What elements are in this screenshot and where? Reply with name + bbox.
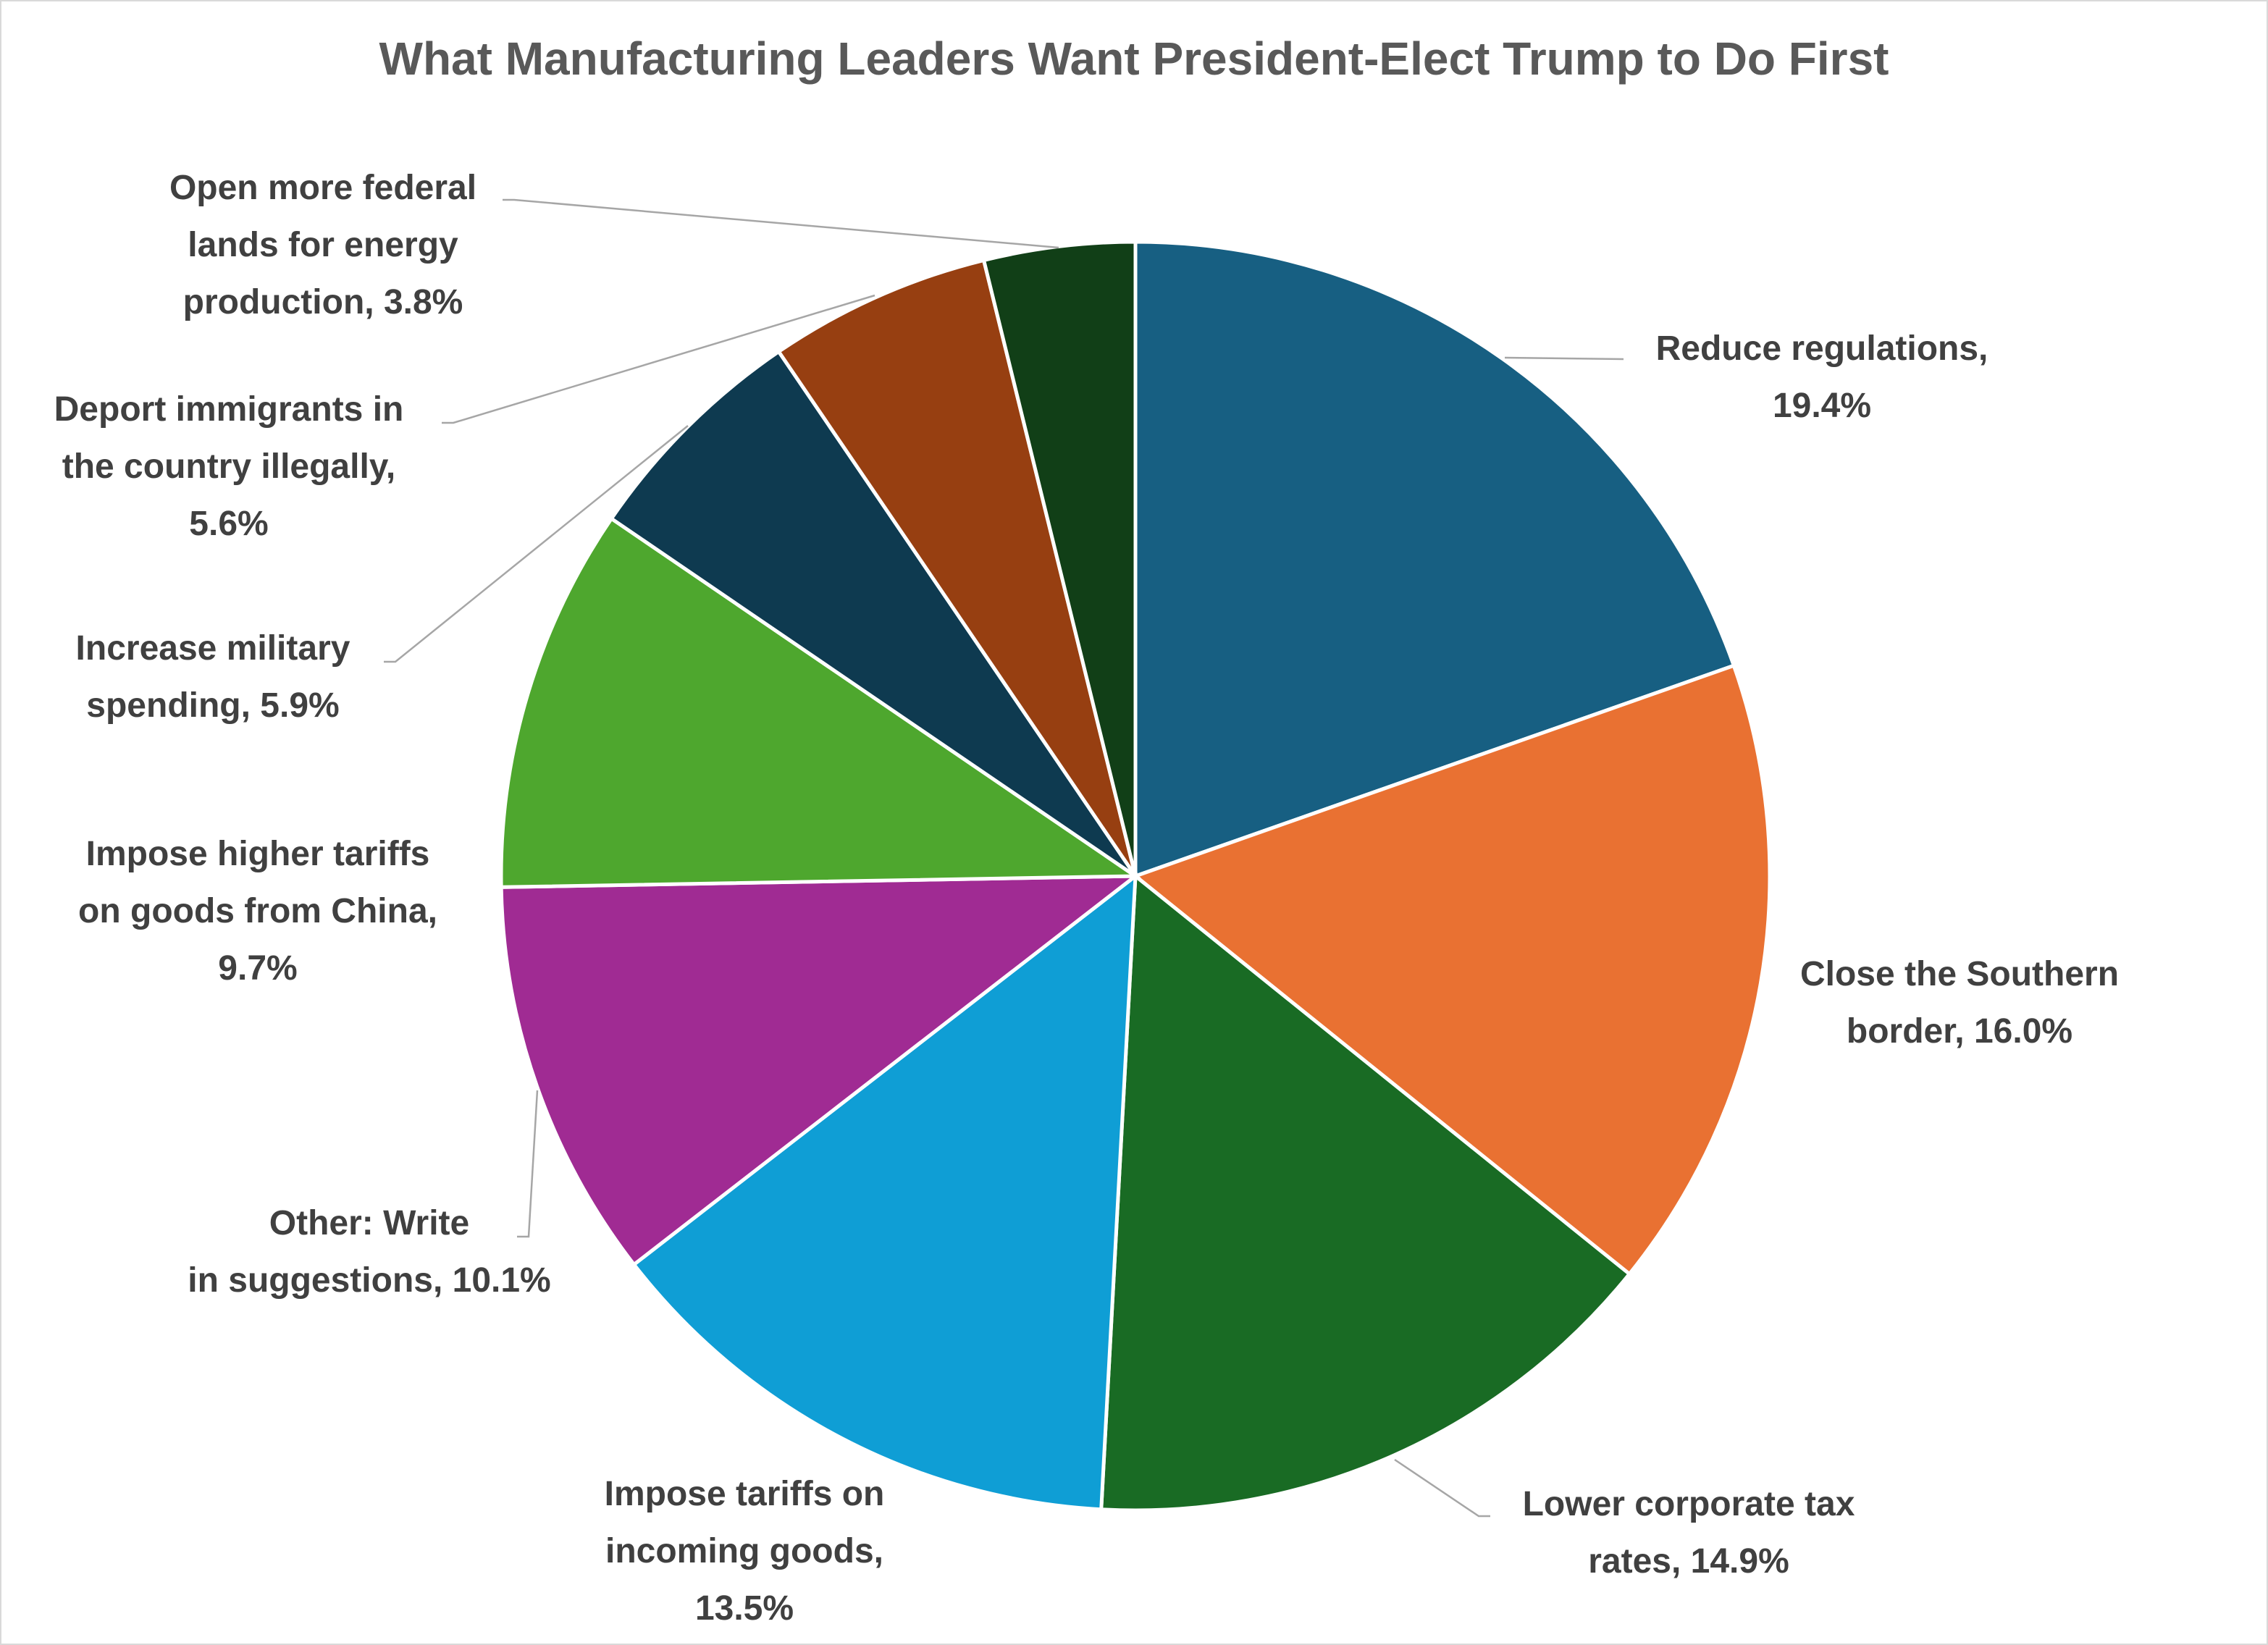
data-label: Other: Write in suggestions, 10.1% [188,1195,550,1309]
slice-percent: 5.6% [189,505,269,543]
slice-percent: 13.5% [694,1589,794,1628]
slice-percent: 5.9% [260,686,340,725]
slice-label: Impose tariffs on incoming goods, [604,1475,885,1570]
pie-slice [499,874,1141,1267]
data-label: Reduce regulations, 19.4% [1656,320,1988,434]
data-label: Deport immigrants in the country illegal… [54,381,404,552]
slice-label: Open more federal lands for energy produ… [169,169,477,321]
slice-label: Impose higher tariffs on goods from Chin… [78,835,437,930]
slice-label: Reduce regulations, [1655,329,1988,368]
leader-line [503,198,1059,249]
leader-line [442,294,875,424]
pie-slice [981,240,1138,877]
pie-slice [776,258,1138,878]
data-label: Lower corporate tax rates, 14.9% [1523,1476,1855,1590]
data-label: Close the Southern border, 16.0% [1800,946,2119,1060]
pie-slice [631,872,1138,1512]
slice-label: Lower corporate tax rates, [1522,1485,1855,1581]
slice-percent: 9.7% [218,949,298,988]
slice-label: Deport immigrants in the country illegal… [54,390,404,486]
data-label: Impose tariffs on incoming goods, 13.5% [605,1465,885,1637]
leader-line [1394,1458,1490,1518]
leader-line [517,1090,539,1238]
slice-percent: 16.0% [1973,1012,2073,1051]
pie-slice [499,516,1141,889]
slice-percent: 3.8% [383,283,463,321]
leader-line [1504,356,1624,361]
pie-slice [1131,663,1772,1277]
slice-label: Increase military spending, [75,629,350,725]
slice-percent: 14.9% [1690,1542,1789,1581]
slice-percent: 10.1% [452,1261,551,1300]
pie-slice [1099,872,1632,1513]
data-label: Increase military spending, 5.9% [76,620,350,734]
data-label: Open more federal lands for energy produ… [169,159,476,331]
chart-title: What Manufacturing Leaders Want Presiden… [379,33,1889,85]
slice-label: Close the Southern border, [1799,955,2120,1051]
data-label: Impose higher tariffs on goods from Chin… [78,825,437,997]
leader-line [384,425,689,663]
slice-percent: 19.4% [1772,387,1872,425]
slice-label: Other: Write in suggestions, [188,1204,470,1300]
